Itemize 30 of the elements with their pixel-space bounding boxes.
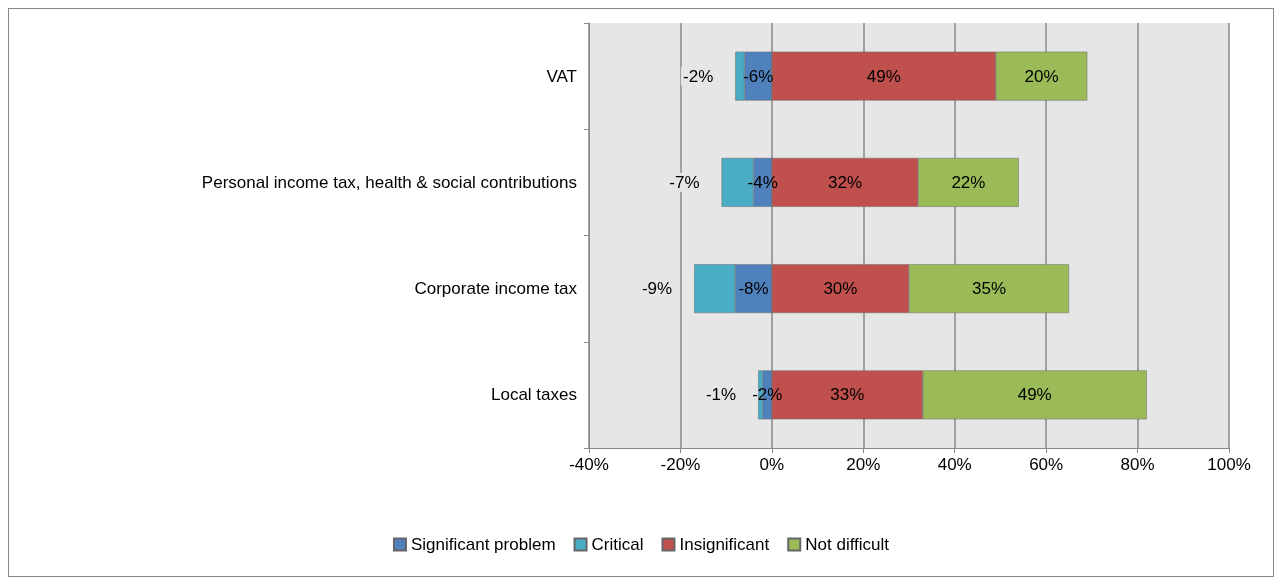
- x-tick-label: -20%: [660, 455, 701, 474]
- data-label: -7%: [669, 172, 700, 192]
- x-tick-label: 100%: [1207, 455, 1251, 474]
- legend-label: Significant problem: [410, 535, 556, 554]
- y-tick-label: VAT: [546, 66, 577, 86]
- data-label: -9%: [641, 279, 673, 299]
- legend-label: Insignificant: [679, 535, 770, 554]
- y-tick-label: Local taxes: [491, 385, 577, 405]
- data-label: 49%: [1017, 385, 1052, 405]
- data-label: 22%: [951, 172, 986, 192]
- data-label: -6%: [743, 66, 774, 86]
- data-label: 30%: [823, 279, 858, 299]
- x-tick-label: 80%: [1120, 455, 1155, 474]
- x-tick-label: -40%: [569, 455, 609, 474]
- legend-label: Critical: [591, 535, 644, 554]
- data-label: 33%: [830, 385, 865, 405]
- x-tick-label: 20%: [846, 455, 881, 474]
- data-label: 49%: [866, 66, 901, 86]
- x-tick-label: 60%: [1029, 455, 1064, 474]
- data-label: 35%: [971, 279, 1007, 299]
- x-tick-label: 40%: [937, 455, 972, 474]
- data-label: 32%: [827, 172, 863, 192]
- data-label: 20%: [1024, 66, 1059, 86]
- data-label: -8%: [738, 279, 769, 299]
- data-label: -2%: [683, 66, 714, 86]
- y-tick-label: Personal income tax, health & social contributions: [201, 172, 577, 192]
- x-tick-label: 0%: [759, 455, 785, 474]
- legend-label: Not difficult: [805, 535, 890, 554]
- y-tick-label: Corporate income tax: [414, 279, 578, 299]
- data-label: -1%: [705, 385, 737, 405]
